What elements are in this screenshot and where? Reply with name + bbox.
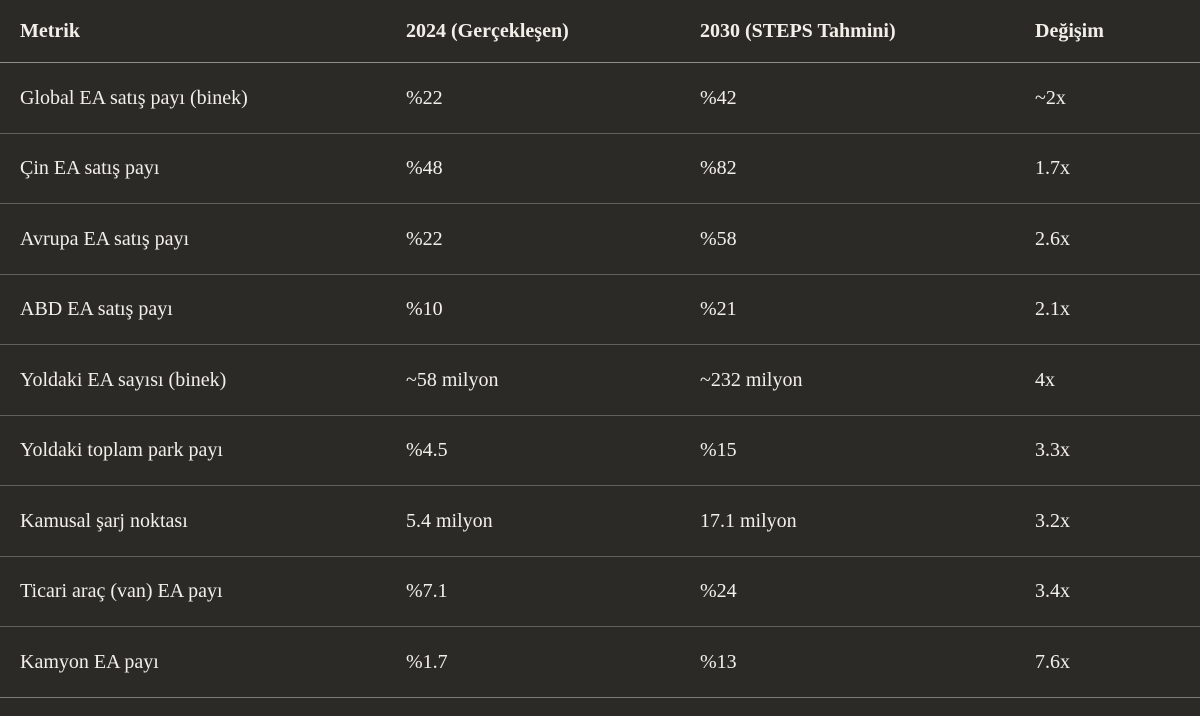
- cell-2024: 5.4 milyon: [386, 485, 680, 557]
- table-row: Yoldaki EA sayısı (binek) ~58 milyon ~23…: [0, 344, 1200, 416]
- cell-2030: %24: [680, 556, 1015, 627]
- cell-change: ~2x: [1015, 62, 1200, 134]
- cell-2024: %4.5: [386, 415, 680, 486]
- cell-2024: %1.7: [386, 626, 680, 698]
- cell-change: 1.7x: [1015, 133, 1200, 204]
- cell-change: 2.6x: [1015, 203, 1200, 275]
- cell-2030: %58: [680, 203, 1015, 275]
- cell-metric: Kamusal şarj noktası: [0, 485, 386, 557]
- cell-2030: %21: [680, 274, 1015, 345]
- cell-metric: ABD EA satış payı: [0, 274, 386, 345]
- cell-2024: ~58 milyon: [386, 344, 680, 416]
- cell-metric: Avrupa EA satış payı: [0, 203, 386, 275]
- cell-metric: Çin EA satış payı: [0, 133, 386, 204]
- table-row: ABD EA satış payı %10 %21 2.1x: [0, 274, 1200, 345]
- cell-change: 3.2x: [1015, 485, 1200, 557]
- column-header-2030: 2030 (STEPS Tahmini): [680, 0, 1015, 63]
- cell-2030: %15: [680, 415, 1015, 486]
- cell-2030: %42: [680, 62, 1015, 134]
- table-row: Ticari araç (van) EA payı %7.1 %24 3.4x: [0, 556, 1200, 627]
- cell-2030: %13: [680, 626, 1015, 698]
- cell-change: 3.4x: [1015, 556, 1200, 627]
- cell-2030: %82: [680, 133, 1015, 204]
- cell-2024: %48: [386, 133, 680, 204]
- cell-change: 7.6x: [1015, 626, 1200, 698]
- table-row: Yoldaki toplam park payı %4.5 %15 3.3x: [0, 415, 1200, 486]
- cell-metric: Ticari araç (van) EA payı: [0, 556, 386, 627]
- cell-change: 4x: [1015, 344, 1200, 416]
- cell-2030: ~232 milyon: [680, 344, 1015, 416]
- cell-change: 3.3x: [1015, 415, 1200, 486]
- cell-metric: Kamyon EA payı: [0, 626, 386, 698]
- table-row: Kamusal şarj noktası 5.4 milyon 17.1 mil…: [0, 485, 1200, 557]
- cell-2030: 17.1 milyon: [680, 485, 1015, 557]
- column-header-metric: Metrik: [0, 0, 386, 63]
- cell-change: 2.1x: [1015, 274, 1200, 345]
- table-row: Global EA satış payı (binek) %22 %42 ~2x: [0, 62, 1200, 134]
- table-row: Kamyon EA payı %1.7 %13 7.6x: [0, 626, 1200, 698]
- cell-2024: %10: [386, 274, 680, 345]
- table-row: Çin EA satış payı %48 %82 1.7x: [0, 133, 1200, 204]
- cell-2024: %22: [386, 62, 680, 134]
- metrics-table: Metrik 2024 (Gerçekleşen) 2030 (STEPS Ta…: [0, 0, 1200, 698]
- header-row: Metrik 2024 (Gerçekleşen) 2030 (STEPS Ta…: [0, 0, 1200, 63]
- cell-metric: Global EA satış payı (binek): [0, 62, 386, 134]
- cell-metric: Yoldaki EA sayısı (binek): [0, 344, 386, 416]
- column-header-change: Değişim: [1015, 0, 1200, 63]
- table-row: Avrupa EA satış payı %22 %58 2.6x: [0, 203, 1200, 275]
- cell-2024: %22: [386, 203, 680, 275]
- cell-metric: Yoldaki toplam park payı: [0, 415, 386, 486]
- cell-2024: %7.1: [386, 556, 680, 627]
- table-body: Global EA satış payı (binek) %22 %42 ~2x…: [0, 62, 1200, 698]
- table-header: Metrik 2024 (Gerçekleşen) 2030 (STEPS Ta…: [0, 0, 1200, 63]
- column-header-2024: 2024 (Gerçekleşen): [386, 0, 680, 63]
